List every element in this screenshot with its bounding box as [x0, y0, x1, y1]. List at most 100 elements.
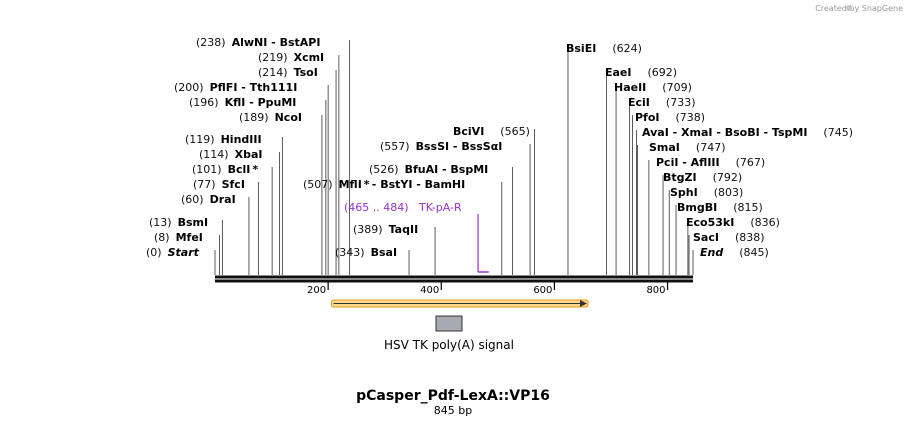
site-enzyme: HaeII	[614, 81, 646, 94]
site-enzyme: SmaI	[649, 141, 680, 154]
primer-range: (465 .. 484)	[344, 201, 409, 214]
axis-tick-label: 600	[533, 285, 552, 296]
site-haeii[interactable]: (709) HaeII	[614, 81, 692, 94]
site-enzyme: BclI	[228, 163, 251, 176]
primer-tk-pa-r[interactable]: (465 .. 484) TK-pA-R	[344, 201, 489, 273]
feature-label: HSV TK poly(A) signal	[384, 338, 514, 352]
site-enzyme: AlwNI - BstAPI	[232, 36, 321, 49]
site-position: (565)	[500, 125, 530, 138]
site-pflfi[interactable]: (200) PflFI - Tth111I	[174, 81, 297, 94]
site-position: (815)	[733, 201, 763, 214]
site-ecii[interactable]: (733) EciI	[628, 96, 696, 109]
site-drai[interactable]: (60) DraI	[181, 193, 236, 206]
site-smai[interactable]: (747) SmaI	[649, 141, 726, 154]
site-position: (733)	[666, 96, 696, 109]
site-enzyme: PflFI - Tth111I	[210, 81, 298, 94]
site-end[interactable]: (845) End	[700, 246, 769, 259]
site-position: (214)	[258, 66, 288, 79]
site-enzyme: XcmI	[294, 51, 325, 64]
site-enzyme: Eco53kI	[686, 216, 734, 229]
site-tsoi[interactable]: (214) TsoI	[258, 66, 318, 79]
site-eco53ki[interactable]: (836) Eco53kI	[686, 216, 780, 229]
site-position: (13)	[149, 216, 172, 229]
star-activity-mark: *	[364, 178, 370, 191]
site-position: (557)	[380, 140, 410, 153]
site-position: (219)	[258, 51, 288, 64]
site-position: (196)	[189, 96, 219, 109]
site-enzyme: TsoI	[294, 66, 318, 79]
site-position: (8)	[154, 231, 170, 244]
site-bmgbi[interactable]: (815) BmgBI	[677, 201, 763, 214]
site-position: (803)	[714, 186, 744, 199]
site-saci[interactable]: (838) SacI	[693, 231, 765, 244]
star-activity-mark: *	[252, 163, 258, 176]
site-bfuai[interactable]: (526) BfuAI - BspMI	[369, 163, 488, 176]
site-position: (845)	[739, 246, 769, 259]
site-enzyme: PciI - AflIII	[656, 156, 720, 169]
feature-hsv-tk-polya[interactable]: HSV TK poly(A) signal	[331, 299, 589, 352]
site-position: (343)	[335, 246, 365, 259]
site-position: (0)	[146, 246, 162, 259]
site-enzyme: SacI	[693, 231, 719, 244]
site-enzyme: BssSI - BssSαI	[416, 140, 503, 153]
site-enzyme: BciVI	[453, 125, 484, 138]
site-position: (747)	[696, 141, 726, 154]
feature-arrow-icon	[580, 300, 587, 307]
site-ncoi[interactable]: (189) NcoI	[239, 111, 302, 124]
site-start[interactable]: (0) Start	[146, 246, 200, 259]
site-enzyme: NcoI	[275, 111, 302, 124]
site-hindiii[interactable]: (119) HindIII	[185, 133, 262, 146]
site-enzyme: PfoI	[635, 111, 660, 124]
site-sphi[interactable]: (803) SphI	[670, 186, 743, 199]
axis-ticks: 200 400 600 800	[307, 282, 669, 296]
site-enzyme: AvaI - XmaI - BsoBI - TspMI	[642, 126, 807, 139]
site-enzyme: TaqII	[389, 223, 419, 236]
feature-legend-swatch	[435, 315, 463, 332]
site-taqii[interactable]: (389) TaqII	[353, 223, 418, 236]
site-bsai[interactable]: (343) BsaI	[335, 246, 397, 259]
site-enzyme: BsiEI	[566, 42, 596, 55]
site-bsiei[interactable]: (624) BsiEI	[566, 42, 642, 55]
site-enzyme: EaeI	[605, 66, 632, 79]
site-avai[interactable]: (745) AvaI - XmaI - BsoBI - TspMI	[642, 126, 853, 139]
site-leaders	[214, 40, 694, 275]
site-position: (189)	[239, 111, 269, 124]
site-enzyme: BmgBI	[677, 201, 717, 214]
site-pfoi[interactable]: (738) PfoI	[635, 111, 705, 124]
site-labels: (238) AlwNI - BstAPI (219) XcmI (214) TsoI (20…	[146, 36, 853, 259]
site-bsmi[interactable]: (13) BsmI	[149, 216, 208, 229]
site-enzyme: EciI	[628, 96, 650, 109]
site-enzyme: BsmI	[178, 216, 209, 229]
site-position: (836)	[750, 216, 780, 229]
site-sfci[interactable]: (77) SfcI	[193, 178, 245, 191]
site-pcii[interactable]: (767) PciI - AflIII	[656, 156, 765, 169]
site-eaei[interactable]: (692) EaeI	[605, 66, 677, 79]
site-position: (77)	[193, 178, 216, 191]
site-xcmi[interactable]: (219) XcmI	[258, 51, 324, 64]
site-kfli[interactable]: (196) KflI - PpuMI	[189, 96, 296, 109]
site-enzyme: SphI	[670, 186, 698, 199]
site-position: (838)	[735, 231, 765, 244]
watermark-text: Created by SnapGene	[815, 4, 903, 13]
site-bcli[interactable]: (101) BclI *	[192, 163, 258, 176]
site-xbai[interactable]: (114) XbaI	[199, 148, 262, 161]
site-bcivi[interactable]: (565) BciVI	[453, 125, 530, 138]
site-enzyme: MfeI	[176, 231, 203, 244]
site-position: (792)	[713, 171, 743, 184]
site-alwni[interactable]: (238) AlwNI - BstAPI	[196, 36, 320, 49]
axis-tick-label: 800	[646, 285, 665, 296]
axis-tick-label: 400	[420, 285, 439, 296]
site-position: (507)	[303, 178, 333, 191]
site-position: (745)	[823, 126, 853, 139]
site-position: (200)	[174, 81, 204, 94]
site-mfei[interactable]: (8) MfeI	[154, 231, 203, 244]
site-enzyme-more: - BstYI - BamHI	[372, 178, 465, 191]
site-position: (119)	[185, 133, 215, 146]
site-mfli[interactable]: (507) MflI * - BstYI - BamHI	[303, 178, 465, 191]
site-enzyme: KflI - PpuMI	[225, 96, 297, 109]
site-bsssi[interactable]: (557) BssSI - BssSαI	[380, 140, 502, 153]
site-enzyme: XbaI	[235, 148, 263, 161]
site-position: (692)	[648, 66, 678, 79]
site-btgzi[interactable]: (792) BtgZI	[663, 171, 742, 184]
